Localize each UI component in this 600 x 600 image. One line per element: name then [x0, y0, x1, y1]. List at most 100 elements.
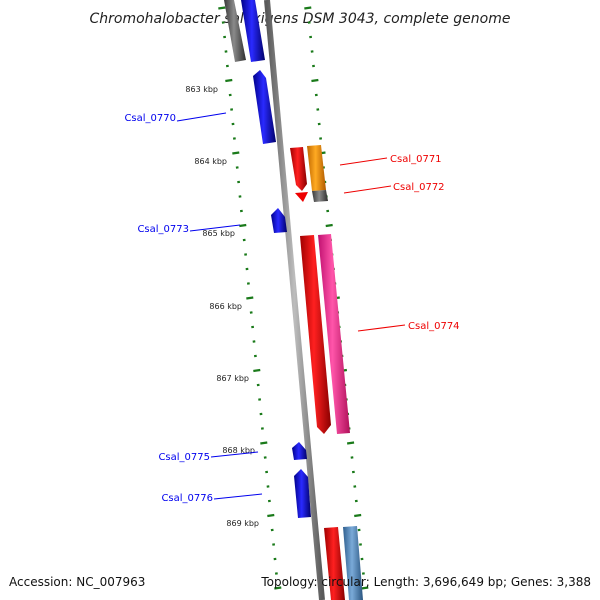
gene-label-csal-0771[interactable]: Csal_0771 [390, 154, 442, 165]
ruler-left-tick [256, 383, 260, 387]
ruler-right-tick [357, 528, 361, 532]
ruler-right-tick [309, 35, 313, 39]
ruler-label-864: 864 kbp [194, 157, 227, 166]
gene-csal-0775[interactable] [292, 442, 307, 460]
ruler-right-tick [353, 485, 357, 488]
ruler-right-tick [311, 78, 319, 83]
leader-line-0775 [210, 451, 259, 458]
gene-csal-0772-end[interactable] [312, 190, 328, 202]
gene-label-csal-0776[interactable]: Csal_0776 [161, 493, 213, 504]
accession-text: Accession: NC_007963 [9, 575, 145, 589]
leader-line-0771 [339, 157, 388, 166]
ruler-left-tick [266, 485, 270, 488]
ruler-left-tick [267, 513, 275, 518]
ruler-right-tick [361, 572, 365, 575]
forward-strand-genes [224, 0, 311, 518]
ruler-left-tick [272, 543, 276, 546]
ruler-left-tick [238, 195, 242, 198]
ruler-left-tick [260, 427, 264, 430]
gene-blue-top[interactable] [241, 0, 265, 62]
topology-text: Topology: circular; Length: 3,696,649 bp… [260, 575, 591, 589]
gene-steelblue-bottom[interactable] [343, 526, 363, 600]
ruler-left-tick [267, 499, 271, 503]
ruler-right-tick [310, 50, 314, 53]
ruler-left-tick [260, 441, 268, 445]
ruler-left-tick [263, 456, 267, 459]
ruler-right-tick [312, 64, 315, 68]
ruler-ticks-left [218, 6, 282, 590]
gene-red-bottom[interactable] [324, 527, 345, 600]
ruler-right-tick [350, 456, 354, 459]
ruler-right-tick [304, 6, 312, 10]
ruler-left-tick [259, 412, 263, 416]
ruler-left-tick [245, 267, 249, 271]
reverse-strand-genes [290, 145, 363, 600]
gene-csal-0774[interactable] [300, 235, 331, 434]
ruler-left-tick [253, 368, 261, 373]
ruler-right-tick [326, 209, 330, 213]
ruler-left-tick [225, 64, 229, 68]
ruler-left-tick [270, 528, 274, 532]
gene-gray-top[interactable] [224, 0, 246, 62]
gene-label-csal-0772[interactable]: Csal_0772 [393, 182, 445, 193]
gene-csal-0771-fragment[interactable] [295, 192, 308, 202]
ruler-left-tick [246, 282, 250, 285]
gene-csal-0774-feature[interactable] [318, 234, 350, 434]
ruler-left-tick [225, 78, 233, 83]
ruler-right-tick [316, 108, 320, 111]
gene-csal-0773[interactable] [271, 208, 287, 233]
ruler-left-tick [274, 572, 278, 575]
ruler-right-tick [307, 21, 311, 24]
gene-labels: Csal_0770 Csal_0771 Csal_0772 Csal_0773 … [124, 112, 460, 504]
ruler-left-tick [265, 470, 269, 474]
ruler-right-tick [319, 137, 323, 140]
ruler-left-tick [221, 21, 225, 24]
ruler-left-tick [237, 180, 241, 184]
map-title: Chromohalobacter salexigens DSM 3043, co… [90, 11, 511, 27]
ruler-left-tick [273, 557, 277, 561]
ruler-left-tick [218, 6, 226, 10]
ruler-left-tick [224, 50, 228, 53]
ruler-right-tick [346, 441, 355, 445]
gene-csal-0770[interactable] [253, 70, 276, 144]
ruler-left-tick [246, 296, 254, 300]
ruler-right-tick [354, 499, 358, 503]
ruler-right-tick [314, 93, 318, 97]
ruler-right-tick [359, 543, 362, 546]
leader-line-0774 [357, 324, 406, 332]
ruler-right-tick [325, 223, 333, 228]
ruler-left-tick [235, 166, 239, 169]
ruler-label-868: 868 kbp [222, 446, 255, 455]
ruler-left-tick [231, 122, 235, 126]
ruler-left-tick [251, 325, 255, 329]
gene-label-csal-0774[interactable]: Csal_0774 [408, 321, 460, 332]
ruler-label-863: 863 kbp [185, 85, 218, 94]
ruler-right-tick [317, 122, 321, 126]
ruler-left-tick [223, 35, 227, 39]
ruler-left-tick [252, 340, 256, 343]
ruler-left-tick [232, 151, 240, 155]
ruler-left-tick [232, 137, 236, 140]
leader-line-0776 [213, 493, 263, 500]
gene-label-csal-0770[interactable]: Csal_0770 [124, 113, 176, 124]
ruler-left-tick [249, 311, 253, 314]
gene-csal-0772[interactable] [307, 145, 326, 191]
ruler-left-tick [239, 223, 247, 228]
ruler-left-tick [239, 209, 243, 213]
genome-backbone [264, 0, 325, 600]
ruler-labels: 863 kbp 864 kbp 865 kbp 866 kbp 867 kbp … [185, 85, 259, 528]
ruler-right-tick [360, 557, 364, 561]
ruler-label-866: 866 kbp [209, 302, 242, 311]
gene-csal-0771[interactable] [290, 147, 307, 191]
ruler-left-tick [274, 586, 282, 590]
ruler-left-tick [230, 108, 234, 111]
ruler-right-tick [351, 470, 355, 474]
gene-label-csal-0773[interactable]: Csal_0773 [137, 224, 189, 235]
ruler-left-tick [258, 398, 262, 401]
ruler-label-865: 865 kbp [202, 229, 235, 238]
ruler-left-tick [244, 253, 248, 256]
leader-line-0770 [176, 112, 227, 122]
gene-csal-0776[interactable] [294, 469, 311, 518]
gene-label-csal-0775[interactable]: Csal_0775 [158, 452, 210, 463]
